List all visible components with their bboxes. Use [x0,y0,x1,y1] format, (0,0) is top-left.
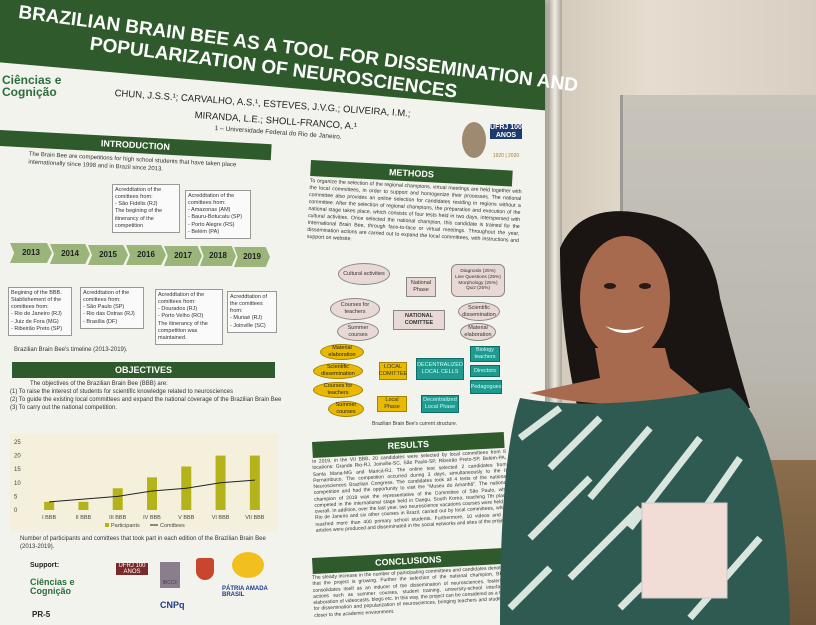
x-tick-label: V BBB [178,515,195,521]
x-tick-label: II BBB [76,515,92,521]
ufrj-years: 1920 | 2020 [492,153,520,159]
node-cell-item: Pedagogues [470,380,502,394]
objectives-header: OBJECTIVES [12,362,275,378]
timeline-year: 2013 [10,243,52,263]
timeline-box-2019: Acreddtation of the comittees from: - Mu… [227,291,277,333]
objective-item: (2) To guide the existing local committe… [10,397,282,404]
node-local-item: Scientific dissemination [313,363,363,379]
legend-participants: Participants [111,523,140,529]
brain-logo-icon [232,552,264,578]
y-tick-label: 15 [14,467,21,473]
participants-bar [78,501,89,510]
legend-participants-swatch [105,523,109,527]
participants-bar [44,501,55,510]
conclusions-text: The steady increase in the number of par… [312,564,508,619]
timeline-box-2017: Acreddtation of the comittees from: - Do… [155,289,223,345]
timeline-box-2015: Acreddtation of the comittees from: - Sã… [80,287,144,329]
ufrj-crest-icon [462,122,486,158]
timeline-year: 2016 [126,245,166,265]
comittees-line [49,479,255,503]
x-tick-label: VI BBB [212,515,230,521]
y-tick-label: 10 [14,481,21,487]
node-local-item: Courses for teachers [313,382,363,398]
support-logo-brasil: PÁTRIA AMADA BRASIL [222,586,268,598]
y-tick-label: 20 [14,454,21,460]
participants-chart: 0 5 10 15 20 25 I BBB II BBB III BBB IV BBB V BBB V… [10,434,278,532]
x-tick-label: III BBB [109,515,126,521]
chart-caption: Number of participants and comittees tha… [20,536,266,551]
face [580,236,670,360]
shoulders [530,348,700,405]
ufrj-100-logo: UFRJ 100 ANOS [490,124,522,140]
participants-bar [112,488,123,510]
x-tick-label: IV BBB [143,515,161,521]
eye [604,283,616,289]
timeline-caption: Brazilian Brain Bee's timeline (2013-201… [14,347,128,353]
y-tick-label: 0 [14,508,18,514]
poster: BRAZILIAN BRAIN BEE AS A TOOL FOR DISSEM… [0,0,579,625]
support-label: Support: [30,562,60,569]
support-logo-ufrj: UFRJ 100 ANOS [116,563,148,575]
node-local-item: Summer courses [328,401,364,417]
timeline-box-2016: Acreddtation of the comittees from: - Sã… [112,184,180,233]
shield-logo-icon [196,558,214,580]
name-badge [641,502,728,599]
objective-item: (3) To carry out the national competitio… [10,405,117,412]
timeline-year: 2018 [200,246,236,266]
support-logo-pr5: PR-5 [32,610,51,619]
node-summer-courses: Summer courses [337,322,379,341]
timeline: 2013 2014 2015 2016 2017 2018 2019 [10,243,272,267]
objectives-intro: The objectives of the Brazilian Brain Be… [30,381,168,387]
x-tick-label: I BBB [42,515,56,521]
participants-bar [249,455,260,510]
node-material-elaboration: Material elaboration [460,323,496,341]
support-logo-ciencias: Ciências e Cognição [30,577,75,596]
node-national-phase: National Phase [406,277,436,297]
node-cell-item: Directors [470,365,500,377]
methods-text: To organize the selection of the regiona… [306,178,522,245]
timeline-year: 2017 [164,246,202,266]
y-tick-label: 5 [14,494,18,500]
timeline-box-2013: Begining of the BBB. Stablishement of th… [8,287,72,336]
node-courses-teachers: Courses for teachers [330,298,380,320]
timeline-year: 2014 [50,244,90,264]
ciencias-cognicao-logo: Ciências e Cognição [2,73,62,99]
node-tests: Diagnosis (25%) Live Questions (25%) Mor… [451,264,505,297]
support-logo-ibccf: IBCCF [160,562,180,588]
node-local-item: Material elaboration [320,344,364,360]
node-national-committee: NATIONAL COMITTEE [393,310,445,330]
objective-item: (1) To raise the interest of students fo… [10,389,234,396]
node-scientific-dissemination: Scientific dissemination [458,302,500,321]
support-logo-cnpq: CNPq [160,600,185,610]
smile [605,326,645,333]
eye [639,283,651,289]
y-tick-label: 25 [14,440,21,446]
node-cultural-activities: Cultural activities [338,263,390,285]
legend-comittees: Comittees [160,523,185,529]
timeline-year: 2015 [88,245,128,265]
node-local-committee: LOCAL COMITTEE [379,362,407,380]
person [500,211,790,625]
results-text: In 2019, in the VII BBB, 20 candidates w… [312,448,510,534]
x-tick-label: VII BBB [245,515,265,521]
node-local-phase: Local Phase [377,396,407,412]
participants-bar [147,477,157,510]
node-decentralized-cells: DECENTRALIZED LOCAL CELLS [416,358,464,380]
timeline-year: 2019 [234,247,270,267]
node-decentralized-phase: Decentralized Local Phase [421,395,459,413]
diagram-caption: Brazilian Brain Bee's current structure. [372,421,458,427]
timeline-box-2018: Acreddtation of the comittees from: - Am… [185,190,251,239]
node-cell-item: Biology teachers [470,346,500,362]
